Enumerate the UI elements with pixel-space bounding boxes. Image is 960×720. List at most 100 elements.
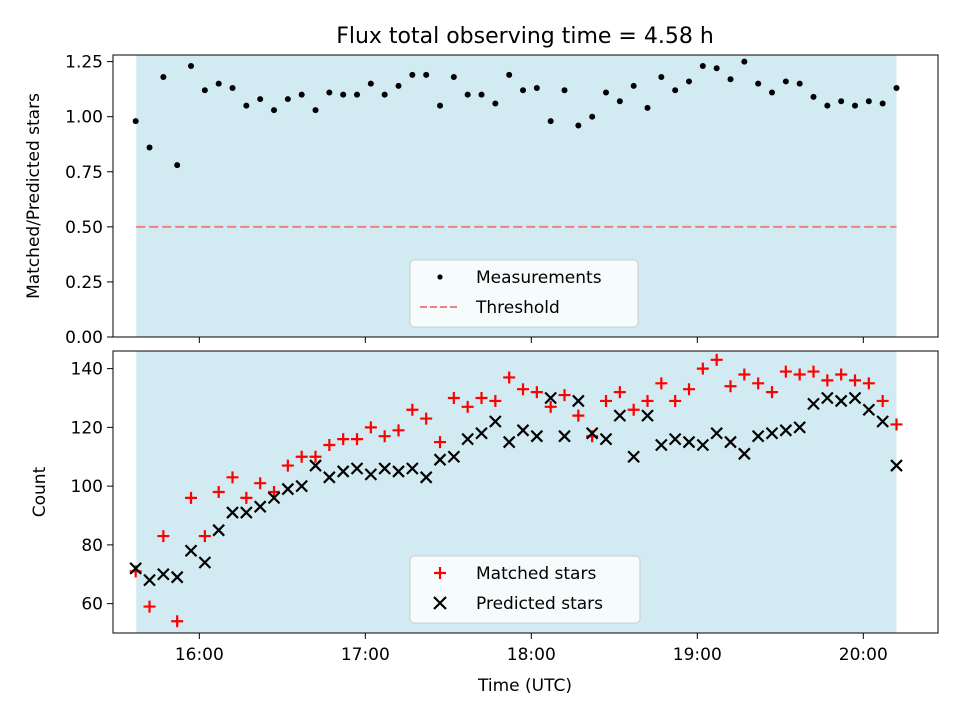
matched-star-point <box>613 386 626 399</box>
measurement-point <box>589 113 596 120</box>
predicted-star-point <box>433 453 447 466</box>
legend-measurements-marker <box>437 274 443 280</box>
measurement-point <box>838 98 845 105</box>
predicted-star-point <box>599 432 613 446</box>
matched-star-point <box>461 400 474 413</box>
top-legend: Measurements Threshold <box>409 259 639 328</box>
x-tick-label: 17:00 <box>341 645 390 665</box>
measurement-point <box>284 96 291 103</box>
matched-star-point <box>406 403 419 416</box>
matched-star-point <box>849 374 862 387</box>
predicted-star-point <box>295 479 308 493</box>
matched-star-point <box>212 486 225 498</box>
measurement-point <box>146 144 153 151</box>
matched-star-point <box>793 368 806 381</box>
matched-star-point <box>752 377 765 390</box>
measurement-point <box>464 91 471 98</box>
matched-star-point <box>157 530 170 543</box>
measurement-point <box>879 100 886 107</box>
bottom-y-ticks: 60 80 100 120 140 <box>71 360 113 615</box>
measurement-point <box>520 87 527 94</box>
predicted-star-point <box>157 567 170 581</box>
matched-star-point <box>821 374 834 387</box>
predicted-star-point <box>544 391 557 405</box>
matched-star-point <box>890 418 903 431</box>
matched-star-point <box>779 365 792 378</box>
legend-measurements-label: Measurements <box>476 268 602 288</box>
y-tick-label: 140 <box>71 360 103 380</box>
matched-star-point <box>323 439 336 451</box>
measurement-point <box>824 102 831 109</box>
predicted-star-point <box>793 421 806 434</box>
measurement-point <box>409 71 416 78</box>
measurement-point <box>713 65 720 72</box>
top-ylabel: Matched/Predicted stars <box>24 93 44 299</box>
predicted-star-point <box>475 426 488 440</box>
predicted-stars-points <box>129 391 903 587</box>
predicted-star-point <box>336 465 350 478</box>
bottom-ylabel: Count <box>30 466 50 517</box>
predicted-star-point <box>876 415 889 428</box>
legend-matched-label: Matched stars <box>476 564 596 584</box>
matched-star-point <box>489 394 502 407</box>
predicted-star-point <box>779 424 793 437</box>
y-tick-label: 0.25 <box>65 273 103 293</box>
measurement-point <box>686 78 693 85</box>
matched-star-point <box>295 450 308 463</box>
measurement-point <box>423 71 430 78</box>
legend-predicted-marker <box>433 596 447 610</box>
measurement-point <box>782 78 789 85</box>
legend-matched-marker <box>434 567 446 579</box>
measurement-point <box>727 76 734 83</box>
matched-star-point <box>351 433 364 446</box>
measurement-point <box>243 102 250 109</box>
matched-star-point <box>447 392 460 404</box>
predicted-star-point <box>641 409 654 422</box>
top-x-ticks <box>198 337 864 343</box>
predicted-star-point <box>558 429 571 443</box>
predicted-star-point <box>364 468 378 481</box>
x-tick-label: 18:00 <box>507 645 556 665</box>
predicted-star-point <box>821 391 834 405</box>
matched-stars-points <box>129 353 903 628</box>
predicted-star-point <box>419 471 433 484</box>
measurement-point <box>658 74 665 81</box>
matched-star-point <box>268 486 281 498</box>
matched-star-point <box>600 394 613 407</box>
predicted-star-point <box>502 435 516 449</box>
predicted-star-point <box>807 397 820 411</box>
predicted-star-point <box>226 506 239 519</box>
bottom-xlabel: Time (UTC) <box>477 676 572 696</box>
measurement-point <box>188 63 195 70</box>
y-tick-label: 120 <box>71 418 103 438</box>
matched-star-point <box>530 386 543 399</box>
measurement-point <box>755 80 762 87</box>
top-points <box>132 58 900 169</box>
matched-star-point <box>378 430 391 443</box>
predicted-star-point <box>143 573 156 587</box>
matched-star-point <box>696 362 709 375</box>
y-tick-label: 80 <box>81 536 103 556</box>
matched-star-point <box>503 371 516 384</box>
predicted-star-point <box>682 435 696 449</box>
predicted-star-point <box>627 450 640 464</box>
measurement-point <box>229 85 236 92</box>
matched-star-point <box>683 383 696 396</box>
measurement-point <box>561 87 568 94</box>
matched-star-point <box>281 459 294 472</box>
top-y-ticks: 0.00 0.25 0.50 0.75 1.00 1.25 <box>65 53 113 348</box>
measurement-point <box>644 104 651 111</box>
top-panel: Flux total observing time = 4.58 h 0.000… <box>24 24 939 348</box>
matched-star-point <box>655 377 668 390</box>
measurement-point <box>326 89 333 96</box>
predicted-star-point <box>323 471 336 484</box>
matched-star-point <box>254 477 267 490</box>
matched-star-point <box>710 353 723 366</box>
measurement-point <box>215 80 222 87</box>
measurement-point <box>741 58 748 65</box>
matched-star-point <box>517 383 530 396</box>
measurement-point <box>367 80 374 87</box>
measurement-point <box>616 98 623 105</box>
